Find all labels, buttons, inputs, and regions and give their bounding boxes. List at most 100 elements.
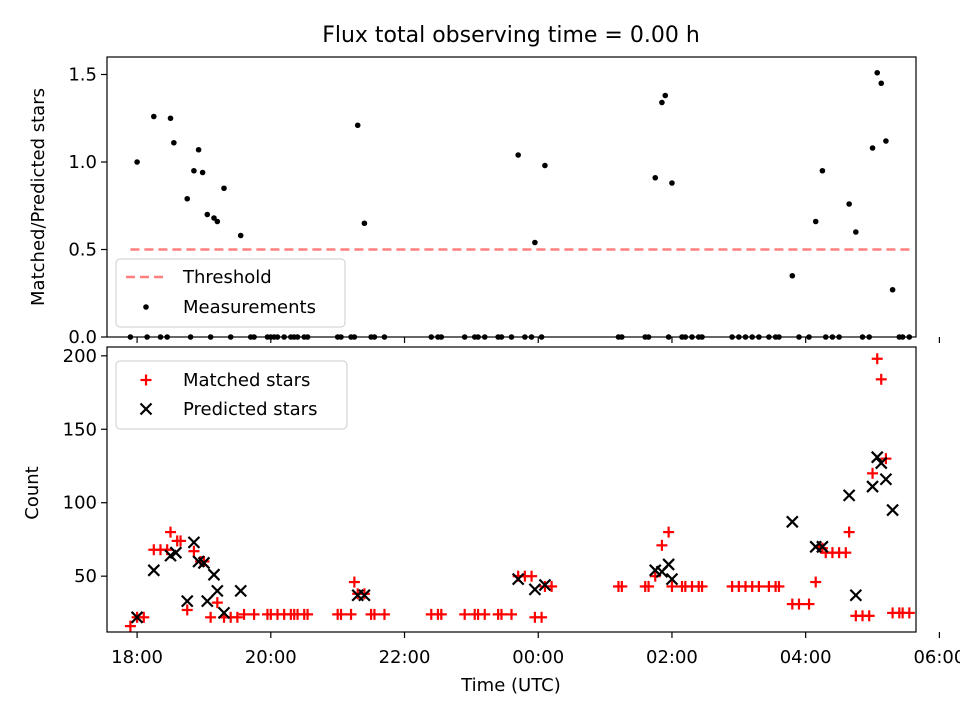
measurement-point: [361, 220, 368, 227]
measurement-point: [204, 211, 211, 218]
legend-predicted-swatch-b: [139, 402, 153, 416]
predicted-star-point: [358, 588, 371, 602]
measurement-point: [195, 146, 202, 153]
predicted-star-point-b: [879, 472, 893, 486]
matched-star-point: [459, 608, 471, 620]
matched-star-point: [378, 608, 390, 620]
predicted-star-point-b: [874, 456, 888, 470]
matched-star-point: [181, 604, 193, 616]
measurement-point: [652, 174, 659, 181]
bottom-legend: Matched stars Predicted stars: [115, 360, 348, 430]
predicted-star-point: [169, 546, 183, 559]
matched-star-point: [643, 580, 655, 592]
predicted-star-point: [879, 472, 893, 486]
matched-star-point: [903, 607, 915, 619]
top-legend-box: [115, 258, 346, 328]
matched-star-point: [335, 608, 347, 620]
top-y-axis-label: Matched/Predicted stars: [28, 88, 49, 306]
measurement-point: [211, 215, 217, 221]
predicted-star-point-b: [187, 536, 201, 549]
legend-matched-swatch: [140, 374, 152, 386]
measurement-point: [221, 185, 227, 192]
top-legend: Threshold Measurements: [115, 258, 346, 328]
predicted-star-point-b: [169, 546, 183, 559]
measurement-point: [819, 167, 826, 174]
bottom-y-tick-label: 100: [63, 493, 97, 514]
top-y-tick-label: 1.5: [68, 65, 97, 86]
matched-star-point: [793, 598, 805, 610]
measurement-point: [184, 195, 191, 202]
matched-star-point: [205, 611, 217, 623]
matched-star-point: [479, 608, 491, 620]
matched-star-point: [666, 580, 678, 592]
predicted-star-point-b: [528, 583, 542, 596]
x-tick-label: 18:00: [111, 647, 163, 668]
predicted-star-point-b: [147, 564, 161, 577]
top-y-tick-label: 0.0: [68, 327, 97, 348]
predicted-star-point: [147, 564, 161, 577]
x-axis-label: Time (UTC): [460, 675, 561, 696]
predicted-star-point: [665, 572, 679, 586]
predicted-star-point-b: [662, 558, 675, 571]
matched-star-point: [435, 608, 447, 620]
predicted-star-point: [217, 606, 231, 620]
predicted-star-point: [130, 611, 144, 624]
legend-measurements-label: Measurements: [183, 297, 316, 318]
top-y-tick-label: 1.0: [68, 152, 97, 173]
bottom-y-axis-label: Count: [22, 466, 43, 519]
predicted-star-point-b: [665, 572, 679, 586]
measurement-point: [669, 180, 675, 186]
x-tick-label: 06:00: [913, 647, 960, 668]
measurement-point: [134, 159, 140, 165]
x-tick-label: 22:00: [379, 647, 431, 668]
predicted-star-point-b: [180, 594, 194, 608]
chart-title: Flux total observing time = 0.00 h: [322, 23, 700, 48]
legend-threshold-label: Threshold: [182, 267, 272, 288]
predicted-star-point: [207, 568, 221, 581]
predicted-star-point-b: [842, 489, 856, 502]
bottom-y-tick-label: 200: [63, 346, 97, 367]
measurement-point: [812, 218, 819, 225]
measurement-point: [532, 239, 538, 246]
matched-star-point: [871, 353, 883, 365]
predicted-star-point-b: [511, 572, 525, 586]
matched-star-point: [696, 580, 708, 592]
predicted-star-point: [874, 456, 888, 470]
predicted-star-point-b: [234, 584, 247, 598]
matched-star-point: [175, 535, 187, 547]
predicted-star-point-b: [816, 540, 829, 554]
matched-star-point: [345, 608, 357, 620]
matched-star-point: [188, 545, 200, 557]
predicted-star-point: [211, 584, 224, 598]
top-y-tick-label: 0.5: [68, 240, 97, 261]
x-tick-label: 02:00: [646, 647, 698, 668]
predicted-star-point-b: [192, 555, 205, 568]
measurement-point: [878, 80, 885, 87]
predicted-star-point-b: [197, 556, 211, 570]
measurement-point: [789, 272, 796, 279]
predicted-star-point: [187, 536, 201, 549]
matched-star-point: [124, 620, 136, 632]
matched-star-point: [656, 539, 668, 551]
measurement-point: [853, 229, 859, 235]
measurement-point: [542, 162, 548, 169]
measurement-point: [659, 99, 665, 106]
predicted-star-point: [180, 594, 194, 608]
predicted-star-point-b: [130, 611, 144, 624]
measurement-point: [354, 122, 361, 129]
measurement-point: [237, 232, 244, 239]
measurement-point: [167, 115, 174, 122]
matched-star-point: [348, 576, 360, 588]
predicted-star-point: [538, 578, 552, 592]
matched-star-point: [875, 373, 887, 385]
predicted-star-point: [234, 584, 247, 598]
bottom-plot-frame: [106, 346, 917, 633]
matched-star-point: [495, 608, 507, 620]
predicted-star-point: [886, 503, 899, 517]
measurement-point: [889, 286, 896, 293]
matched-star-point: [840, 547, 852, 559]
predicted-star-point: [866, 480, 879, 493]
predicted-star-point-b: [201, 594, 214, 608]
x-tick-label: 20:00: [245, 647, 297, 668]
predicted-star-point-b: [849, 588, 863, 602]
